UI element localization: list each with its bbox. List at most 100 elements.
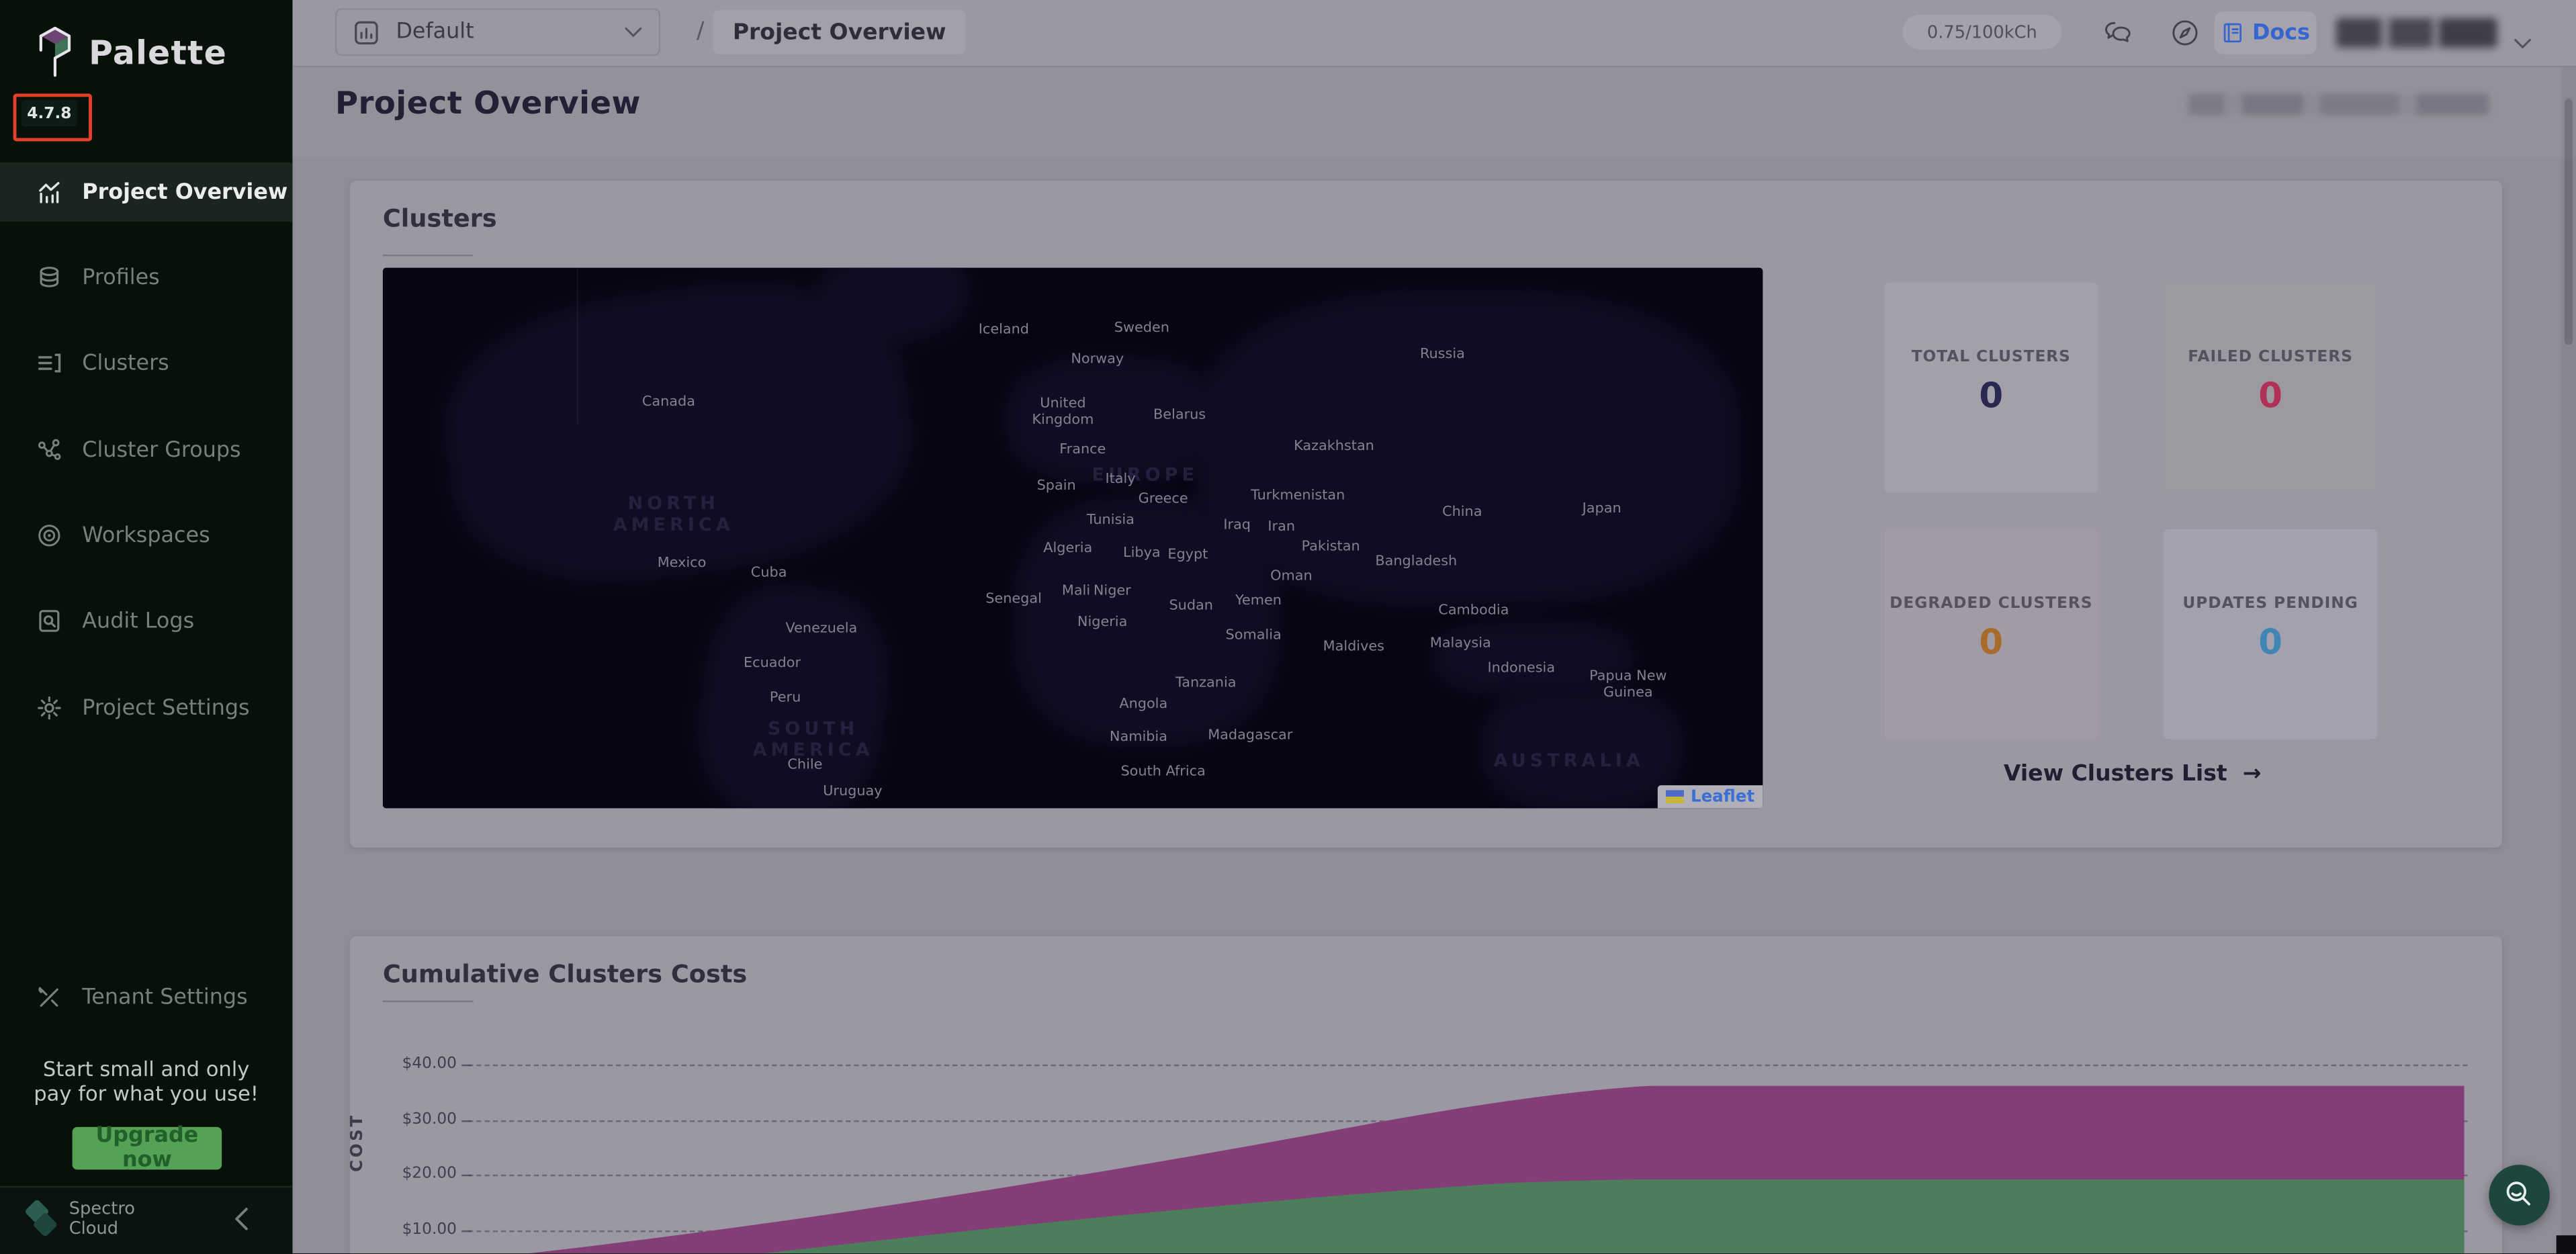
map-landmass	[431, 267, 926, 602]
stat-value: 0	[2258, 622, 2282, 662]
map-country-label: Oman	[1270, 568, 1313, 585]
divider	[382, 1000, 474, 1002]
stat-degraded-clusters: DEGRADED CLUSTERS 0	[1884, 529, 2098, 740]
clusters-card: Clusters NORTH AMERICA SOUTH AMERICA EUROP…	[349, 181, 2502, 848]
map-country-label: Malaysia	[1429, 635, 1491, 652]
docs-button-label: Docs	[2252, 20, 2310, 46]
y-tick-30: $30.00	[402, 1110, 457, 1129]
gridline	[468, 1064, 2468, 1067]
map-country-label: Indonesia	[1487, 660, 1556, 677]
sidebar-item-clusters[interactable]: Clusters	[0, 333, 292, 392]
breadcrumb[interactable]: Project Overview	[713, 9, 966, 54]
map-country-label: Algeria	[1043, 540, 1093, 557]
map-country-label: Libya	[1123, 545, 1161, 562]
stat-label: TOTAL CLUSTERS	[1911, 348, 2071, 367]
map-country-label: Pakistan	[1301, 539, 1360, 555]
world-map[interactable]: NORTH AMERICA SOUTH AMERICA EUROPE AUSTRALI…	[382, 267, 1763, 809]
map-continent-label: EUROPE	[1092, 463, 1199, 486]
sidebar-item-label: Project Overview	[82, 179, 288, 205]
map-country-label: Iraq	[1223, 517, 1251, 534]
sidebar-item-project-settings[interactable]: Project Settings	[0, 678, 292, 737]
sidebar-collapse-button[interactable]	[233, 1206, 263, 1235]
map-country-label: South Africa	[1120, 764, 1206, 780]
project-selector[interactable]: Default	[335, 8, 661, 56]
user-account-redacted[interactable]	[2336, 17, 2497, 48]
map-country-label: Niger	[1093, 583, 1131, 600]
stat-label: UPDATES PENDING	[2182, 594, 2358, 613]
ukraine-flag-icon	[1666, 790, 1685, 803]
map-country-label: Angola	[1119, 697, 1168, 713]
book-icon	[2223, 23, 2241, 43]
map-country-label: Venezuela	[785, 621, 858, 637]
map-country-label: Chile	[787, 757, 823, 774]
map-country-label: Bangladesh	[1375, 553, 1458, 570]
palette-logo-icon	[39, 26, 71, 77]
leaflet-attribution[interactable]: Leaflet	[1658, 785, 1763, 809]
map-country-label: Mali	[1061, 583, 1091, 600]
search-fab-button[interactable]	[2489, 1165, 2550, 1226]
map-country-label: Madagascar	[1208, 727, 1293, 744]
map-country-label: Peru	[769, 690, 801, 707]
app-logo: Palette	[36, 26, 227, 77]
chat-bubbles-icon	[2105, 21, 2131, 42]
page-header: Project Overview	[292, 65, 2576, 158]
map-country-label: Italy	[1105, 471, 1136, 488]
map-country-label: China	[1442, 504, 1482, 521]
map-continent-label: NORTH AMERICA	[613, 492, 734, 536]
chart-title: Cumulative Clusters Costs	[382, 959, 748, 989]
spectro-cloud-logo-icon	[24, 1198, 61, 1241]
map-country-label: Mexico	[657, 555, 707, 572]
map-country-label: Somalia	[1225, 627, 1282, 644]
costs-chart-card: Cumulative Clusters Costs COST $40.00 $3…	[349, 936, 2502, 1254]
sidebar-item-cluster-groups[interactable]: Cluster Groups	[0, 420, 292, 480]
upgrade-now-button[interactable]: Upgrade now	[72, 1124, 222, 1173]
map-country-label: Sudan	[1169, 598, 1213, 615]
docs-button[interactable]: Docs	[2214, 11, 2317, 54]
topbar: Default / Project Overview 0.75/100kCh D…	[292, 0, 2576, 68]
sidebar-item-label: Audit Logs	[82, 609, 195, 633]
layers-icon	[40, 267, 59, 287]
map-country-label: Nigeria	[1077, 614, 1128, 631]
sidebar-item-label: Clusters	[82, 351, 169, 375]
view-clusters-list-link[interactable]: View Clusters List →	[2003, 760, 2262, 787]
map-country-label: Turkmenistan	[1251, 488, 1345, 504]
map-country-label: United Kingdom	[1032, 396, 1094, 429]
scrollbar-track[interactable]	[2561, 65, 2576, 1254]
stacked-area-chart	[523, 1085, 2464, 1254]
sidebar-item-profiles[interactable]: Profiles	[0, 248, 292, 307]
search-icon	[2506, 1181, 2531, 1206]
sidebar-item-tenant-settings[interactable]: Tenant Settings	[0, 968, 292, 1027]
clusters-card-title: Clusters	[382, 204, 497, 234]
doc-search-icon	[39, 610, 60, 632]
map-country-label: Maldives	[1323, 639, 1385, 656]
user-menu-chevron-down-icon[interactable]	[2514, 26, 2532, 49]
y-tick-mark	[461, 1230, 472, 1233]
y-tick-mark	[461, 1064, 472, 1067]
feedback-chat-button[interactable]	[2103, 18, 2133, 48]
map-country-label: Namibia	[1109, 729, 1167, 746]
scrollbar-thumb[interactable]	[2564, 98, 2573, 345]
stat-value: 0	[1979, 376, 2004, 416]
map-landmass	[1483, 686, 1681, 809]
leaflet-attribution-label: Leaflet	[1690, 787, 1755, 806]
main-content: Project Overview Clusters NORTH AMERICA S…	[292, 65, 2576, 1254]
chevron-down-icon	[625, 26, 642, 37]
stat-value: 0	[2258, 376, 2282, 416]
bar-chart-icon	[39, 181, 60, 204]
stat-label: FAILED CLUSTERS	[2188, 348, 2353, 367]
stat-updates-pending: UPDATES PENDING 0	[2164, 529, 2378, 740]
sidebar-item-label: Tenant Settings	[82, 985, 248, 1010]
chevron-left-icon	[235, 1208, 248, 1230]
y-tick-40: $40.00	[402, 1055, 457, 1073]
sidebar-item-workspaces[interactable]: Workspaces	[0, 506, 292, 565]
explore-button[interactable]	[2170, 18, 2200, 48]
map-country-label: Ecuador	[744, 655, 801, 672]
map-landmass	[1434, 621, 1632, 695]
sidebar-item-audit-logs[interactable]: Audit Logs	[0, 591, 292, 650]
version-badge: 4.7.8	[21, 100, 77, 127]
y-tick-10: $10.00	[402, 1220, 457, 1239]
sidebar-item-project-overview[interactable]: Project Overview	[0, 163, 293, 222]
network-icon	[38, 439, 61, 460]
screenshot-corner-artifact	[2556, 1235, 2576, 1254]
